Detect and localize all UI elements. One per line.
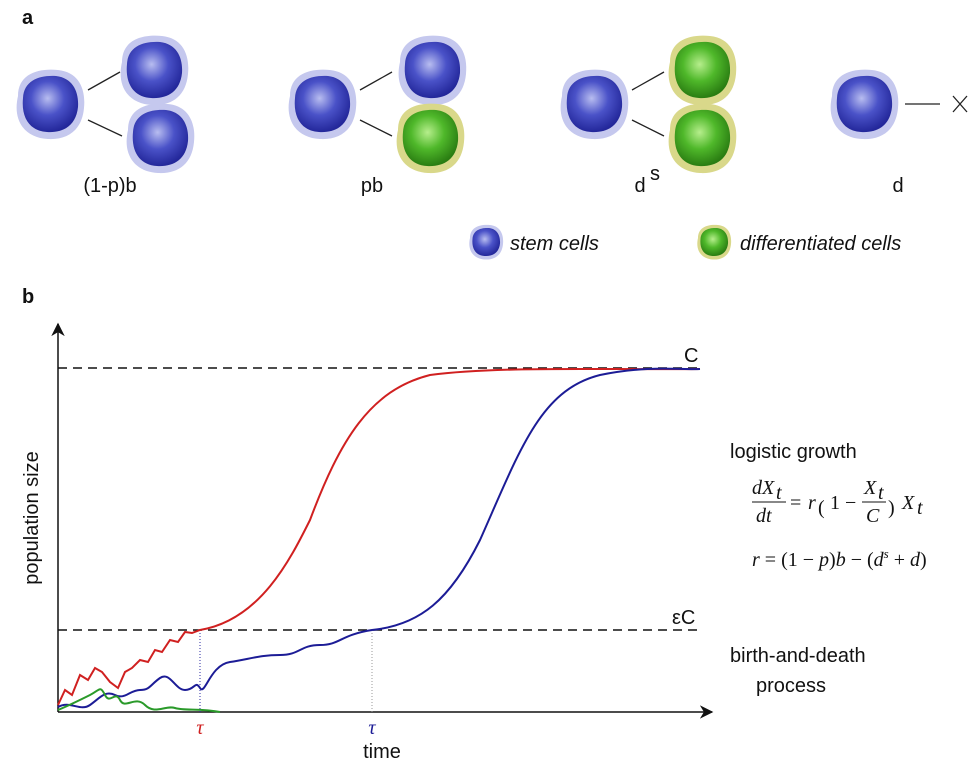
- process-label: process: [756, 675, 826, 697]
- panel-label: a: [22, 7, 34, 29]
- logistic-title: logistic growth: [730, 441, 857, 463]
- cells: [16, 35, 899, 174]
- legend-label: stem cells: [510, 233, 599, 255]
- equation-1: dX t dt = r ( 1 − X t C ) X t: [752, 477, 923, 527]
- tau-label: τ: [368, 717, 376, 739]
- legend-icon: [697, 224, 732, 260]
- division-superscript: s: [650, 163, 660, 185]
- eq-part: C: [866, 505, 880, 527]
- y-axis-label: population size: [21, 451, 43, 584]
- eq-part: − (: [846, 549, 874, 571]
- x-axis-label: time: [363, 741, 401, 762]
- eq-part: d: [910, 549, 921, 571]
- division-lines: [87, 71, 968, 137]
- eq-part: t: [878, 482, 884, 504]
- eq-part: ): [829, 549, 836, 571]
- panel-label: b: [22, 286, 34, 308]
- tau-label: τ: [196, 717, 204, 739]
- eq-part: b: [836, 549, 846, 571]
- capacity-label: C: [684, 345, 698, 367]
- division-label: (1-p)b: [83, 175, 136, 197]
- eq-part: t: [917, 497, 923, 519]
- eq-part: X: [863, 477, 877, 499]
- legend-label: differentiated cells: [740, 233, 901, 255]
- eq-part: p: [817, 549, 829, 571]
- eq-part: s: [884, 546, 889, 561]
- division-label: d: [634, 175, 645, 197]
- blue-curve: [57, 367, 701, 709]
- eq-part: r: [752, 549, 760, 571]
- eq-part: = (1 −: [760, 549, 819, 571]
- green-curve: [57, 688, 221, 713]
- process-label: birth-and-death: [730, 645, 866, 667]
- eq-part: 1 −: [830, 492, 856, 514]
- eq-part: dt: [756, 505, 772, 527]
- eq-part: ): [920, 549, 927, 571]
- red-curve: [57, 367, 701, 706]
- eq-part: =: [790, 492, 801, 514]
- threshold-label: εC: [672, 607, 695, 629]
- eq-part: dX: [752, 477, 775, 499]
- equation-2: r = (1 − p)b − (ds + d): [752, 546, 927, 571]
- eq-part: (: [818, 497, 825, 519]
- division-label: d: [892, 175, 903, 197]
- eq-part: d: [874, 549, 885, 571]
- division-label: pb: [361, 175, 383, 197]
- eq-part: +: [889, 549, 910, 571]
- eq-part: t: [776, 482, 782, 504]
- eq-part: ): [888, 497, 895, 519]
- eq-part: X: [901, 492, 915, 514]
- eq-part: r: [808, 492, 816, 514]
- legend-icon: [469, 224, 504, 260]
